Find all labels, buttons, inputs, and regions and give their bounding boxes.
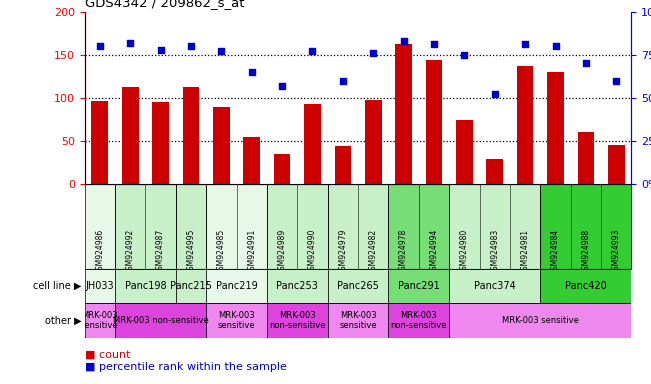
Bar [327, 269, 389, 303]
Bar [267, 269, 327, 303]
Bar [176, 269, 206, 303]
Bar [267, 184, 327, 269]
Bar [206, 303, 267, 338]
Bar [389, 184, 449, 269]
Bar [115, 184, 176, 269]
Text: MRK-003 non-sensitive: MRK-003 non-sensitive [113, 316, 208, 325]
Bar [456, 119, 473, 184]
Bar [517, 66, 534, 184]
Bar [182, 87, 199, 184]
Point [156, 46, 166, 53]
Bar [389, 269, 449, 303]
Bar [91, 101, 108, 184]
Bar [206, 184, 267, 269]
Text: MRK-003
sensitive: MRK-003 sensitive [81, 311, 118, 330]
Bar [115, 303, 206, 338]
Bar [540, 269, 631, 303]
Text: ■ count: ■ count [85, 349, 130, 359]
Point [429, 41, 439, 47]
Bar [365, 99, 381, 184]
Point [520, 41, 531, 47]
Bar [449, 184, 540, 269]
Bar [426, 60, 443, 184]
Text: Panc265: Panc265 [337, 281, 379, 291]
Bar [547, 72, 564, 184]
Point [368, 50, 378, 56]
Bar [85, 269, 115, 303]
Text: Panc374: Panc374 [474, 281, 516, 291]
Bar [449, 269, 540, 303]
Text: MRK-003
sensitive: MRK-003 sensitive [339, 311, 377, 330]
Text: Panc215: Panc215 [170, 281, 212, 291]
Bar [327, 303, 389, 338]
Bar [608, 146, 625, 184]
Text: Panc291: Panc291 [398, 281, 439, 291]
Bar [243, 137, 260, 184]
Bar [85, 303, 115, 338]
Point [94, 43, 105, 49]
Point [216, 48, 227, 55]
Text: ■ percentile rank within the sample: ■ percentile rank within the sample [85, 362, 286, 372]
Text: MRK-003
non-sensitive: MRK-003 non-sensitive [269, 311, 326, 330]
Point [550, 43, 561, 49]
Bar [577, 132, 594, 184]
Point [398, 38, 409, 44]
Point [186, 43, 196, 49]
Text: MRK-003
non-sensitive: MRK-003 non-sensitive [391, 311, 447, 330]
Bar [267, 303, 327, 338]
Point [581, 60, 591, 66]
Text: other ▶: other ▶ [45, 316, 81, 326]
Bar [206, 269, 267, 303]
Point [247, 69, 257, 75]
Point [338, 78, 348, 84]
Bar [395, 44, 412, 184]
Point [307, 48, 318, 55]
Bar [122, 87, 139, 184]
Bar [152, 102, 169, 184]
Point [277, 83, 287, 89]
Bar [273, 154, 290, 184]
Text: GDS4342 / 209862_s_at: GDS4342 / 209862_s_at [85, 0, 244, 9]
Text: Panc219: Panc219 [215, 281, 257, 291]
Text: Panc420: Panc420 [565, 281, 607, 291]
Bar [335, 146, 352, 184]
Text: JH033: JH033 [85, 281, 114, 291]
Text: MRK-003 sensitive: MRK-003 sensitive [502, 316, 579, 325]
Bar [176, 184, 206, 269]
Bar [304, 104, 321, 184]
Bar [115, 269, 176, 303]
Bar [486, 159, 503, 184]
Point [125, 40, 135, 46]
Bar [540, 184, 631, 269]
Bar [327, 184, 389, 269]
Bar [389, 303, 449, 338]
Text: cell line ▶: cell line ▶ [33, 281, 81, 291]
Text: Panc253: Panc253 [277, 281, 318, 291]
Point [611, 78, 622, 84]
Bar [85, 184, 115, 269]
Text: MRK-003
sensitive: MRK-003 sensitive [217, 311, 255, 330]
Text: Panc198: Panc198 [124, 281, 166, 291]
Point [490, 91, 500, 98]
Point [459, 51, 469, 58]
Bar [449, 303, 631, 338]
Bar [213, 107, 230, 184]
